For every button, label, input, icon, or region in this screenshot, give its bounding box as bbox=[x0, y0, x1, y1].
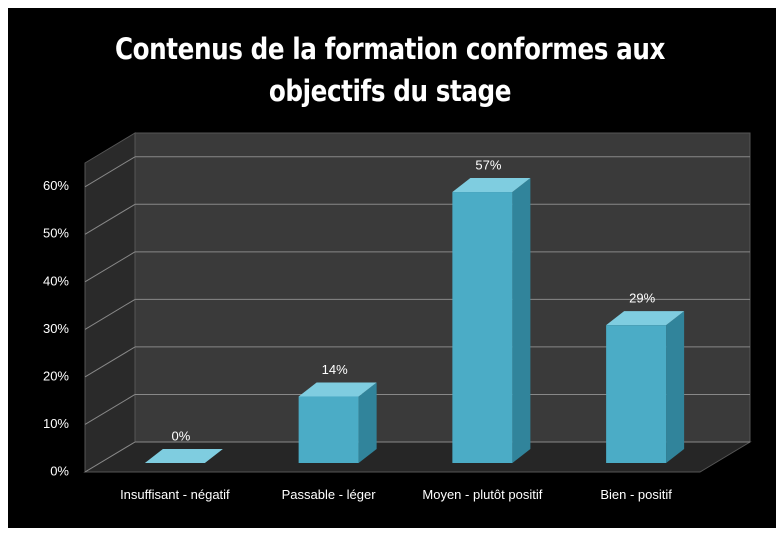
y-tick-label: 60% bbox=[43, 178, 69, 193]
y-tick-label: 0% bbox=[50, 463, 69, 478]
value-label: 0% bbox=[171, 428, 190, 443]
grid-line-side bbox=[84, 394, 136, 425]
bar bbox=[298, 396, 359, 463]
grid-line-side bbox=[84, 203, 136, 235]
grid-line-side bbox=[84, 156, 136, 188]
y-tick-label: 30% bbox=[43, 321, 69, 336]
y-tick-label: 10% bbox=[43, 416, 69, 431]
grid-line-side bbox=[84, 346, 136, 378]
bar-side bbox=[666, 311, 685, 463]
value-label: 57% bbox=[475, 157, 501, 172]
value-label: 29% bbox=[629, 291, 655, 306]
bar-top bbox=[144, 449, 223, 463]
x-tick-label: Moyen - plutôt positif bbox=[422, 487, 543, 502]
value-label: 14% bbox=[322, 362, 348, 377]
bar-top bbox=[606, 311, 685, 326]
bar-top bbox=[452, 178, 531, 193]
grid-line-side bbox=[84, 298, 136, 330]
chart-title: Contenus de la formation conformes aux o… bbox=[115, 32, 665, 108]
x-tick-label: Insuffisant - négatif bbox=[120, 487, 230, 502]
grid-line-side bbox=[84, 251, 136, 283]
y-tick-label: 50% bbox=[43, 226, 69, 241]
side-wall bbox=[84, 132, 136, 473]
x-tick-label: Bien - positif bbox=[600, 487, 672, 502]
bar-side bbox=[512, 178, 531, 463]
bar bbox=[452, 192, 513, 463]
bar-side bbox=[358, 382, 377, 463]
grid-line-side bbox=[84, 441, 136, 473]
x-tick-label: Passable - léger bbox=[281, 487, 376, 502]
y-tick-label: 40% bbox=[43, 273, 69, 288]
y-tick-label: 20% bbox=[43, 368, 69, 383]
bar bbox=[606, 325, 667, 463]
bar-top bbox=[298, 382, 377, 397]
